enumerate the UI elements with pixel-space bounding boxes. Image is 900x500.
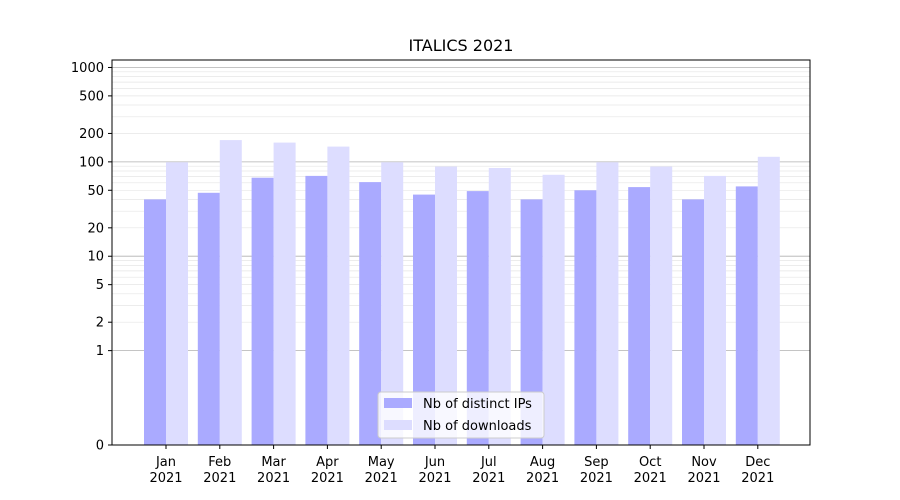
x-tick-label-month: Mar	[261, 455, 286, 470]
x-axis: Jan2021Feb2021Mar2021Apr2021May2021Jun20…	[149, 445, 774, 486]
y-tick-label: 200	[79, 127, 104, 142]
y-axis: 0 1 2 5 10 20 50 100 200 500 1000	[71, 61, 112, 454]
x-tick-label-month: Jan	[155, 455, 176, 470]
bar-distinct-ips	[682, 199, 704, 445]
bar-distinct-ips	[735, 186, 758, 445]
bar-distinct-ips	[197, 192, 220, 445]
bar-downloads	[273, 142, 296, 445]
x-tick-label-month: Nov	[691, 455, 717, 470]
x-tick-label-month: Sep	[584, 455, 609, 470]
bar-downloads	[757, 156, 780, 446]
bar-distinct-ips	[466, 191, 489, 445]
bar-downloads	[219, 140, 242, 445]
bar-distinct-ips	[628, 187, 651, 445]
bar-downloads	[704, 175, 726, 445]
y-tick-label: 0	[96, 439, 104, 454]
y-tick-label: 20	[87, 221, 104, 236]
x-tick-label-year: 2021	[257, 471, 290, 486]
bar-distinct-ips	[359, 182, 382, 445]
legend-label-downloads: Nb of downloads	[423, 419, 532, 434]
x-tick-label-year: 2021	[580, 471, 613, 486]
bar-downloads	[435, 166, 457, 445]
y-tick-label: 1	[96, 344, 104, 359]
x-tick-label-month: Jul	[480, 455, 497, 470]
x-tick-label-month: May	[368, 455, 395, 470]
x-tick-label-year: 2021	[149, 471, 182, 486]
y-tick-label: 2	[96, 316, 104, 331]
bars-layer	[144, 140, 780, 446]
bar-distinct-ips	[144, 199, 166, 445]
x-tick-label-month: Feb	[208, 455, 231, 470]
x-tick-label-year: 2021	[526, 471, 559, 486]
x-tick-label-month: Jun	[424, 455, 445, 470]
bar-distinct-ips	[520, 199, 543, 445]
legend-swatch-downloads	[384, 420, 412, 430]
bar-downloads	[488, 168, 511, 445]
x-tick-label-month: Apr	[316, 455, 339, 470]
legend: Nb of distinct IPs Nb of downloads	[377, 391, 545, 439]
x-tick-label-month: Dec	[745, 455, 770, 470]
chart-title: ITALICS 2021	[409, 36, 514, 55]
y-tick-label: 5	[96, 278, 104, 293]
bar-distinct-ips	[574, 190, 597, 445]
x-tick-label-month: Aug	[530, 455, 555, 470]
bar-distinct-ips	[305, 175, 328, 445]
legend-box	[377, 391, 545, 439]
x-tick-label-year: 2021	[687, 471, 720, 486]
x-tick-label-year: 2021	[634, 471, 667, 486]
bar-downloads	[650, 166, 673, 445]
x-tick-label-month: Oct	[639, 455, 661, 470]
y-tick-label: 500	[79, 89, 104, 104]
bar-downloads	[327, 146, 350, 445]
bar-distinct-ips	[413, 194, 435, 445]
bar-downloads	[381, 162, 404, 446]
bar-downloads	[166, 162, 188, 446]
x-tick-label-year: 2021	[365, 471, 398, 486]
y-tick-label: 100	[79, 155, 104, 170]
y-tick-label: 1000	[71, 61, 104, 76]
bar-downloads	[542, 174, 565, 446]
x-tick-label-year: 2021	[203, 471, 236, 486]
legend-label-distinct-ips: Nb of distinct IPs	[423, 397, 532, 412]
legend-swatch-distinct-ips	[384, 398, 412, 408]
bar-downloads	[596, 162, 619, 446]
y-tick-label: 50	[87, 184, 104, 199]
x-tick-label-year: 2021	[418, 471, 451, 486]
x-tick-label-year: 2021	[741, 471, 774, 486]
plot-frame	[111, 59, 811, 446]
bar-distinct-ips	[251, 177, 274, 445]
x-tick-label-year: 2021	[472, 471, 505, 486]
y-tick-label: 10	[87, 250, 104, 265]
x-tick-label-year: 2021	[311, 471, 344, 486]
